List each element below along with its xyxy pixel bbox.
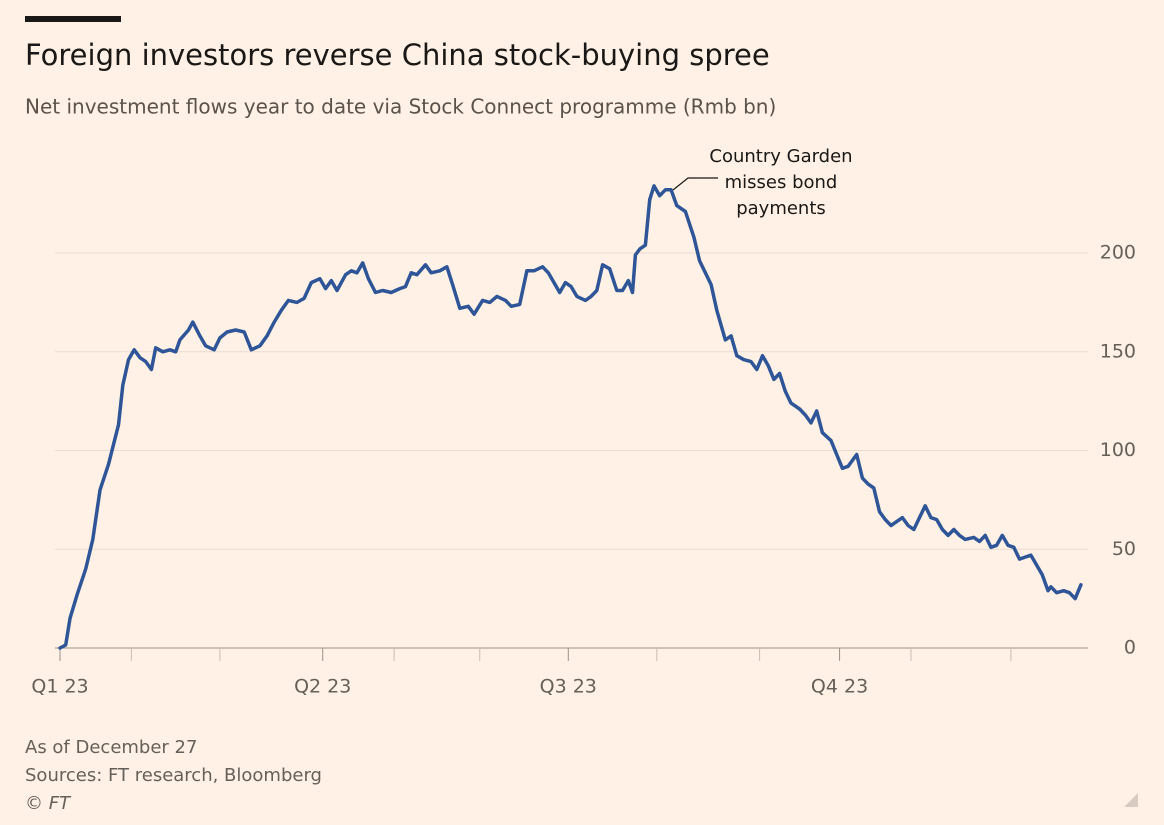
y-tick-label: 200 <box>1100 242 1136 264</box>
annotation-leader <box>672 177 718 191</box>
chart-subtitle: Net investment flows year to date via St… <box>25 95 776 119</box>
resize-handle <box>1124 793 1138 807</box>
annotation: misses bond <box>725 172 838 193</box>
footnote: As of December 27 <box>25 737 197 758</box>
y-tick-label: 0 <box>1124 637 1136 659</box>
y-tick-label: 150 <box>1100 340 1136 362</box>
copyright: © FT <box>25 793 72 814</box>
source: Sources: FT research, Bloomberg <box>25 765 322 786</box>
x-tick-label: Q2 23 <box>294 676 351 698</box>
chart-title: Foreign investors reverse China stock-bu… <box>25 38 770 72</box>
brand-bar <box>25 16 121 22</box>
y-tick-label: 100 <box>1100 439 1136 461</box>
x-tick-label: Q1 23 <box>31 676 88 698</box>
data-line <box>58 184 1083 650</box>
x-tick-label: Q4 23 <box>811 676 868 698</box>
annotation: payments <box>736 198 826 219</box>
annotation: Country Garden <box>709 146 852 167</box>
y-tick-label: 50 <box>1112 538 1136 560</box>
x-tick-label: Q3 23 <box>540 676 597 698</box>
